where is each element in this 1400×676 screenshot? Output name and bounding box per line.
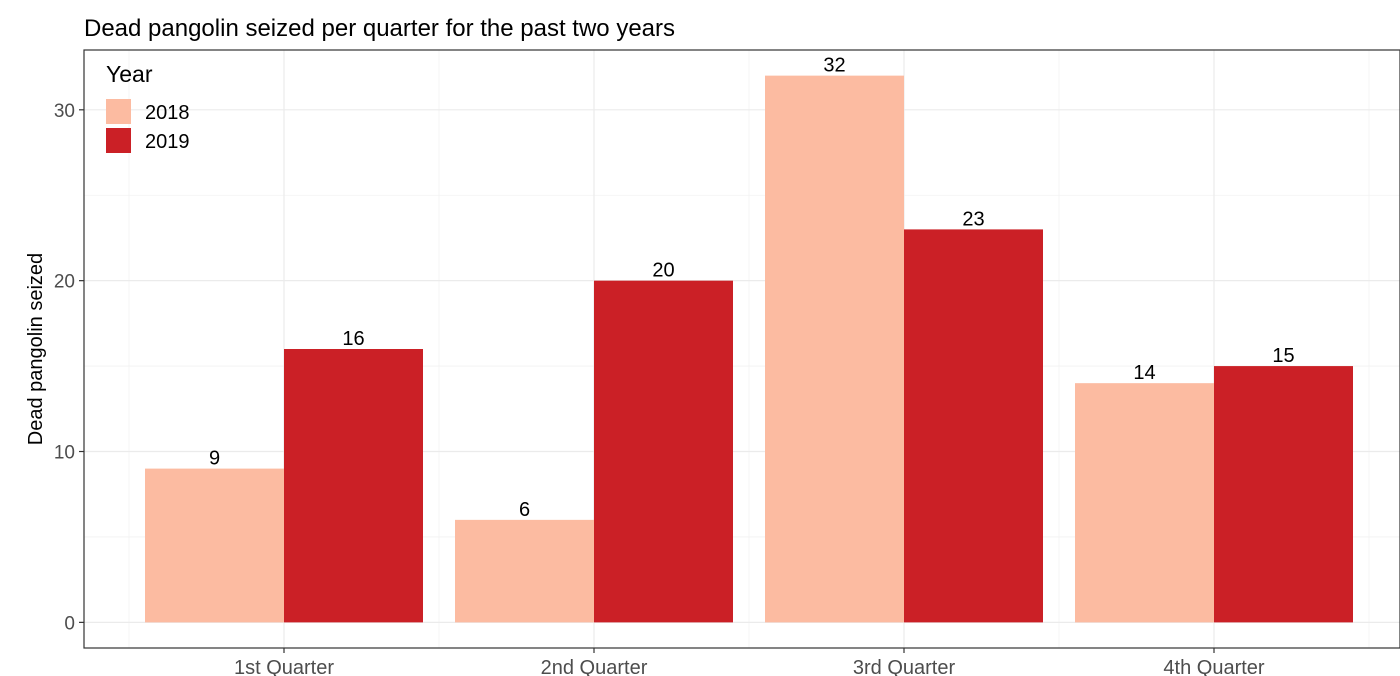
bar-2018-4 bbox=[1075, 383, 1214, 623]
x-tick-label: 1st Quarter bbox=[234, 657, 334, 676]
y-tick-label: 0 bbox=[64, 613, 75, 634]
y-axis: 0 10 20 30 bbox=[54, 101, 84, 634]
panel-border bbox=[83, 49, 1400, 649]
legend: Year 2018 2019 bbox=[106, 61, 190, 153]
bar-labels: 9 6 32 14 16 20 23 15 bbox=[209, 55, 1295, 521]
x-tick-label: 2nd Quarter bbox=[541, 657, 648, 676]
bar-label: 20 bbox=[652, 260, 674, 282]
bar-label: 9 bbox=[209, 448, 220, 470]
bar-label: 15 bbox=[1272, 345, 1294, 367]
legend-key-2019 bbox=[106, 128, 131, 153]
chart-title: Dead pangolin seized per quarter for the… bbox=[84, 15, 675, 42]
y-tick-label: 30 bbox=[54, 101, 75, 122]
bar-label: 16 bbox=[342, 328, 364, 350]
legend-label-2018: 2018 bbox=[145, 102, 190, 124]
legend-title: Year bbox=[106, 61, 153, 87]
x-tick-label: 4th Quarter bbox=[1163, 657, 1265, 676]
bar-2019-3 bbox=[904, 229, 1043, 623]
bar-label: 6 bbox=[519, 499, 530, 521]
bar-2018-1 bbox=[145, 468, 284, 623]
x-axis: 1st Quarter 2nd Quarter 3rd Quarter 4th Qua… bbox=[234, 648, 1265, 676]
bar-2019-1 bbox=[284, 349, 423, 623]
y-tick-label: 10 bbox=[54, 443, 75, 464]
bar-2019-2 bbox=[594, 280, 733, 623]
bar-2018-3 bbox=[765, 75, 904, 623]
bar-2019-4 bbox=[1214, 366, 1353, 623]
bar-label: 14 bbox=[1133, 362, 1155, 384]
bar-label: 23 bbox=[962, 208, 984, 230]
y-tick-label: 20 bbox=[54, 272, 75, 293]
bar-label: 32 bbox=[823, 55, 845, 77]
x-tick-label: 3rd Quarter bbox=[853, 657, 956, 676]
legend-label-2019: 2019 bbox=[145, 131, 190, 153]
legend-key-2018 bbox=[106, 99, 131, 124]
bars bbox=[145, 75, 1353, 623]
y-axis-title: Dead pangolin seized bbox=[25, 253, 47, 445]
bar-2018-2 bbox=[455, 519, 594, 623]
